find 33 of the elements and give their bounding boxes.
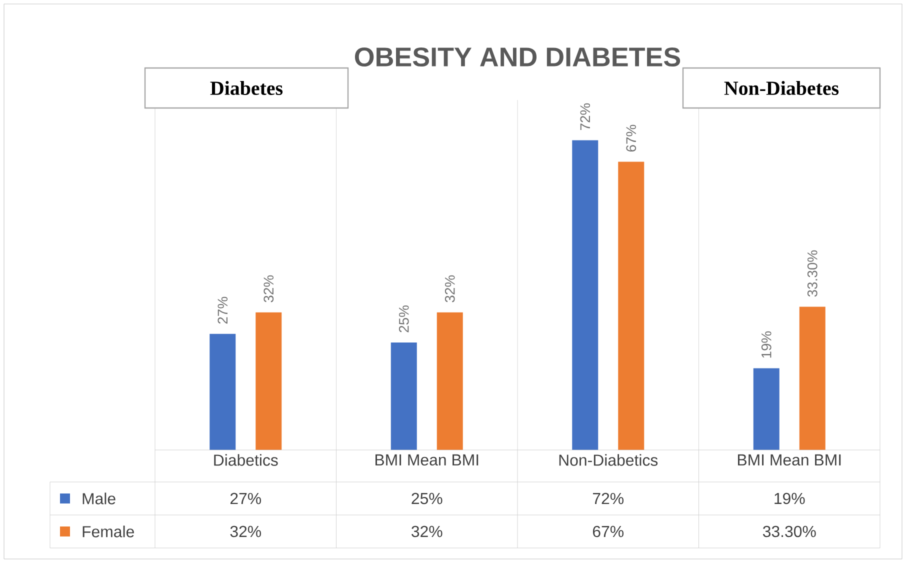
- x-tick-label: Non-Diabetics: [559, 454, 658, 466]
- text: 72%: [580, 103, 590, 130]
- text: Non-Diabetes: [724, 80, 839, 95]
- data-label: 19%: [774, 492, 805, 504]
- data-label: 25%: [412, 492, 442, 504]
- data-label: 27%: [230, 492, 262, 504]
- bar: [390, 342, 417, 450]
- bar: [799, 306, 826, 450]
- text: 67%: [626, 124, 636, 152]
- text: 32%: [264, 275, 274, 302]
- chart-title: OBESITY AND DIABETES: [354, 47, 680, 67]
- bar: [436, 312, 463, 450]
- text: Diabetes: [210, 80, 283, 95]
- legend-label: Female: [82, 526, 134, 538]
- x-tick-label: Diabetics: [214, 454, 278, 466]
- data-label: 67%: [592, 526, 624, 538]
- text: 27%: [218, 296, 228, 324]
- bar: [618, 162, 644, 450]
- data-label: 32%: [230, 526, 262, 538]
- x-tick-label: BMI Mean BMI: [375, 454, 478, 466]
- legend-label: Male: [82, 492, 116, 504]
- text: 33.30%: [807, 250, 818, 297]
- x-tick-label: BMI Mean BMI: [738, 454, 841, 466]
- text: 25%: [398, 306, 409, 332]
- bar: [256, 312, 282, 450]
- text: 32%: [444, 275, 455, 302]
- bar: [210, 334, 236, 450]
- data-label: 72%: [592, 492, 624, 504]
- bar: [753, 368, 780, 450]
- data-label: 33.30%: [762, 526, 816, 538]
- bar: [572, 140, 598, 450]
- data-label: 32%: [412, 526, 442, 538]
- text: 19%: [761, 331, 772, 358]
